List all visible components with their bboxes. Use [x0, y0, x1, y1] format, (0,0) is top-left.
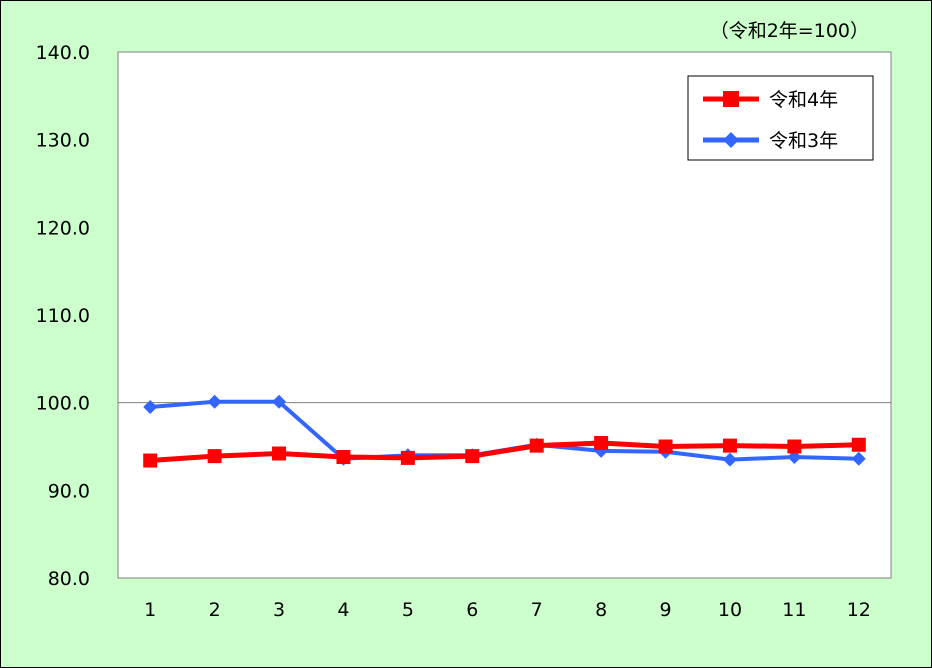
y-tick-label: 140.0: [36, 42, 90, 64]
x-tick-label: 7: [531, 599, 543, 621]
y-tick-label: 120.0: [36, 217, 90, 239]
data-point: [594, 435, 609, 450]
x-tick-label: 4: [337, 599, 349, 621]
legend: 令和4年 令和3年: [687, 75, 874, 161]
legend-marker-series-2: [723, 132, 739, 148]
x-tick-label: 1: [144, 599, 156, 621]
data-point: [143, 400, 158, 415]
unit-note: （令和2年=100）: [710, 20, 869, 42]
data-point: [787, 439, 802, 454]
legend-box: [687, 75, 874, 161]
legend-marker-series-1: [723, 91, 739, 107]
series-layer: [143, 394, 866, 468]
data-point: [207, 394, 222, 409]
x-tick-label: 12: [847, 599, 871, 621]
x-tick-label: 2: [209, 599, 221, 621]
data-point: [143, 453, 158, 468]
x-tick-label: 11: [782, 599, 806, 621]
data-point: [851, 437, 866, 452]
data-point: [400, 450, 415, 465]
y-tick-label: 110.0: [36, 305, 90, 327]
data-point: [465, 449, 480, 464]
data-point: [722, 452, 737, 467]
data-point: [851, 451, 866, 466]
x-tick-label: 8: [595, 599, 607, 621]
y-tick-label: 80.0: [48, 568, 90, 590]
legend-label-series-1: 令和4年: [769, 89, 838, 111]
x-tick-label: 9: [659, 599, 671, 621]
y-tick-label: 130.0: [36, 130, 90, 152]
x-tick-label: 5: [402, 599, 414, 621]
y-tick-label: 90.0: [48, 480, 90, 502]
series-1: [143, 435, 866, 468]
y-axis-ticks: 80.0 90.0 100.0 110.0 120.0 130.0 140.0: [36, 42, 90, 590]
data-point: [529, 438, 544, 453]
x-axis-ticks: 1 2 3 4 5 6 7 8 9 10 11 12: [144, 599, 871, 621]
x-tick-label: 10: [718, 599, 742, 621]
series-line-1: [150, 440, 859, 464]
x-tick-label: 3: [273, 599, 285, 621]
x-tick-label: 6: [466, 599, 478, 621]
data-point: [207, 449, 222, 464]
data-point: [787, 450, 802, 465]
data-point: [658, 439, 673, 454]
data-point: [272, 446, 287, 461]
y-tick-label: 100.0: [36, 393, 90, 415]
data-point: [272, 394, 287, 409]
legend-label-series-2: 令和3年: [769, 130, 838, 152]
data-point: [336, 450, 351, 465]
data-point: [722, 438, 737, 453]
